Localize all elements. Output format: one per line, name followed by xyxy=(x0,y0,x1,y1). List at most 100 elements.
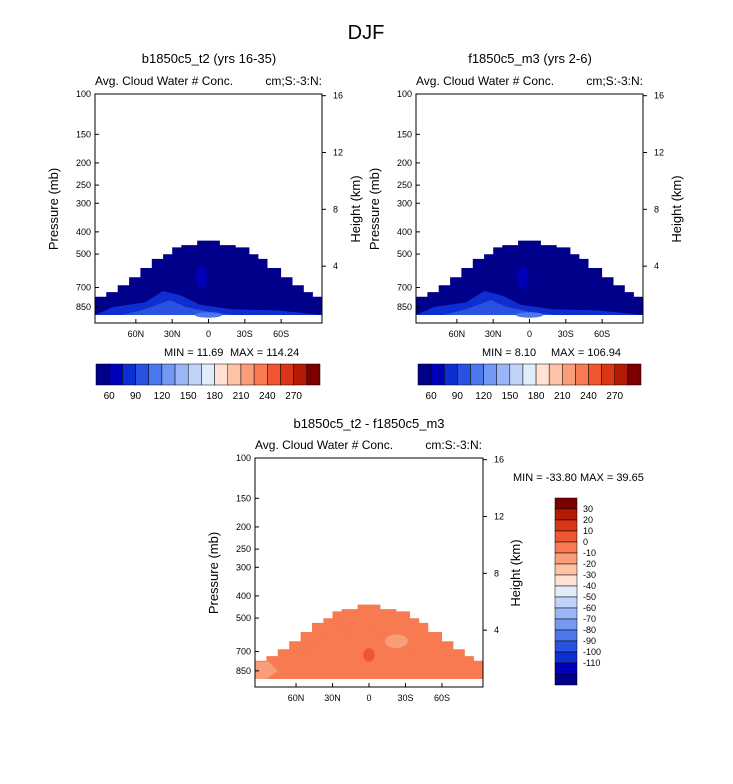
colorbar-panel-1: 60 90 120 150 180 210 240 270 xyxy=(95,363,321,402)
y2-tick-label: 4 xyxy=(494,625,499,635)
panel-3-title: b1850c5_t2 - f1850c5_m3 xyxy=(293,416,444,431)
panel-3-field xyxy=(255,604,483,679)
y-tick-label: 250 xyxy=(76,180,91,190)
colorbar-label: 240 xyxy=(259,391,276,402)
panel-1-min: MIN = 11.69 xyxy=(164,347,223,359)
colorbar-label: -20 xyxy=(583,559,596,569)
x-tick-label: 60S xyxy=(273,329,289,339)
colorbar-label: -110 xyxy=(583,658,600,668)
colorbar-label: 90 xyxy=(452,391,464,402)
colorbar-box xyxy=(554,629,578,642)
colorbar-box xyxy=(535,363,550,386)
x-tick-label: 0 xyxy=(366,693,371,703)
colorbar-box xyxy=(187,363,202,386)
x-tick-label: 30S xyxy=(237,329,253,339)
colorbar-label: 60 xyxy=(426,391,438,402)
y-tick-label: 700 xyxy=(76,283,91,293)
colorbar-label: 150 xyxy=(180,391,197,402)
y-tick-label: 300 xyxy=(76,198,91,208)
y-tick-label: 500 xyxy=(236,613,251,623)
panel-3-ylabel: Pressure (mb) xyxy=(206,532,221,614)
colorbar-label: -80 xyxy=(583,625,596,635)
y-tick-label: 850 xyxy=(397,302,412,312)
colorbar-label: 120 xyxy=(475,391,492,402)
colorbar-box xyxy=(267,363,281,386)
colorbar-box xyxy=(122,363,136,386)
panel-2-right-label: cm;S:-3:N: xyxy=(586,74,643,88)
colorbar-label: -70 xyxy=(583,614,596,624)
colorbar-box xyxy=(554,541,578,554)
y2-tick-label: 8 xyxy=(333,204,338,214)
panel-2-ylabel: Pressure (mb) xyxy=(367,168,382,250)
y2-tick-label: 12 xyxy=(333,148,343,158)
field-band xyxy=(296,622,415,679)
colorbar-box xyxy=(496,363,511,386)
colorbar-box xyxy=(135,363,149,386)
colorbar-label: -50 xyxy=(583,592,596,602)
colorbar-box xyxy=(430,363,445,386)
panel-1-title: b1850c5_t2 (yrs 16-35) xyxy=(142,51,276,66)
colorbar-box xyxy=(548,363,563,386)
colorbar-box xyxy=(95,363,110,386)
y2-tick-label: 4 xyxy=(333,261,338,271)
y-tick-label: 500 xyxy=(76,249,91,259)
panel-1-ylabel: Pressure (mb) xyxy=(46,168,61,250)
panel-3-y2label: Height (km) xyxy=(508,539,523,606)
colorbar-box xyxy=(201,363,215,386)
colorbar-label: 180 xyxy=(528,391,545,402)
colorbar-label: -90 xyxy=(583,636,596,646)
field-blob xyxy=(194,312,223,318)
panel-1-axes: 100 150 200 250 300 400 500 700 850 16 12 8 4 60N 30N 0… xyxy=(76,89,343,339)
panel-1: b1850c5_t2 (yrs 16-35) Avg. Cloud Water … xyxy=(46,51,363,359)
colorbar-label: 60 xyxy=(104,391,116,402)
colorbar-box xyxy=(554,607,578,620)
panel-field-area xyxy=(95,240,322,315)
colorbar-box xyxy=(554,519,578,532)
y-tick-label: 850 xyxy=(76,302,91,312)
colorbar-label: 210 xyxy=(554,391,571,402)
colorbar-label: 180 xyxy=(206,391,223,402)
colorbar-box xyxy=(554,552,578,565)
x-tick-label: 60N xyxy=(288,693,305,703)
x-tick-label: 30S xyxy=(558,329,574,339)
y-tick-label: 100 xyxy=(397,89,412,99)
colorbar-label: 0 xyxy=(583,537,588,547)
panel-3: b1850c5_t2 - f1850c5_m3 Avg. Cloud Water… xyxy=(206,416,644,703)
colorbar-label: 210 xyxy=(233,391,250,402)
x-tick-label: 30N xyxy=(324,693,341,703)
x-tick-label: 60N xyxy=(128,329,145,339)
field-blob xyxy=(384,634,408,649)
y2-tick-label: 12 xyxy=(494,512,504,522)
x-tick-label: 60N xyxy=(449,329,466,339)
x-tick-label: 30S xyxy=(397,693,413,703)
colorbar-box xyxy=(554,563,578,576)
colorbar-box xyxy=(509,363,524,386)
figure-title: DJF xyxy=(348,22,385,44)
colorbar-box xyxy=(483,363,497,386)
x-tick-label: 30N xyxy=(485,329,502,339)
colorbar-box xyxy=(554,585,578,598)
y-tick-label: 400 xyxy=(236,591,251,601)
panel-1-field xyxy=(95,240,322,318)
field-band xyxy=(122,300,236,315)
y2-tick-label: 16 xyxy=(494,455,504,465)
panel-2-field xyxy=(416,240,643,318)
x-tick-label: 0 xyxy=(206,329,211,339)
y-tick-label: 700 xyxy=(397,283,412,293)
colorbar-box xyxy=(253,363,268,386)
colorbar-box xyxy=(554,651,578,664)
field-blob xyxy=(363,648,375,662)
colorbar-label: 10 xyxy=(583,526,593,536)
field-blob xyxy=(517,265,529,289)
colorbar-label: -60 xyxy=(583,603,596,613)
panel-1-y2label: Height (km) xyxy=(348,175,363,242)
x-tick-label: 60S xyxy=(594,329,610,339)
panel-3-right-label: cm:S:-3:N: xyxy=(425,438,482,452)
y-tick-label: 850 xyxy=(236,666,251,676)
colorbar-box xyxy=(554,530,578,543)
y2-tick-label: 4 xyxy=(654,261,659,271)
colorbar-box xyxy=(240,363,255,386)
colorbar-panel-2: 60 90 120 150 180 210 240 270 xyxy=(417,363,642,402)
colorbar-label: -100 xyxy=(583,647,601,657)
